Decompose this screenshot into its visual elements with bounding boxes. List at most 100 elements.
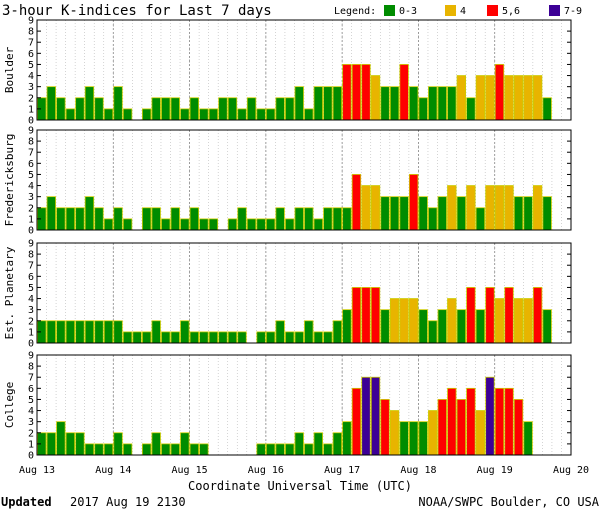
y-tick-label: 2 [28, 93, 34, 104]
kp-bar [294, 86, 304, 121]
legend: Legend: 0-3 4 5,6 7-9 [334, 5, 582, 17]
kp-bar [170, 207, 180, 231]
kp-bar [437, 86, 447, 121]
kp-bar [199, 331, 209, 344]
kp-bar [361, 185, 371, 231]
kp-bar [122, 218, 133, 231]
kp-bar [113, 86, 123, 121]
y-tick-label: 9 [28, 16, 34, 27]
panel-frame [36, 19, 572, 121]
kp-bar [113, 432, 123, 456]
kp-bar [227, 331, 238, 344]
kp-bar [456, 309, 467, 344]
kp-bar [504, 287, 514, 344]
kp-bar [332, 320, 343, 344]
kp-bar [151, 97, 161, 121]
kp-bar [513, 298, 524, 344]
kp-bar [170, 331, 180, 344]
kp-bar [94, 320, 104, 344]
kp-bar [304, 207, 314, 231]
kp-bar [46, 86, 56, 121]
legend-label-1: 4 [460, 6, 466, 17]
kp-bar [46, 320, 56, 344]
kp-bar [84, 443, 95, 456]
kp-bar [418, 309, 428, 344]
kp-bar [94, 207, 104, 231]
kp-bar [265, 443, 276, 456]
kp-bar [342, 64, 352, 121]
kp-bar [46, 196, 56, 231]
panel-frame [36, 242, 572, 344]
y-tick-label: 0 [28, 339, 34, 350]
kp-bar [237, 207, 247, 231]
kp-bar [342, 207, 352, 231]
kp-bar [256, 218, 266, 231]
kp-bar [161, 443, 171, 456]
kp-bar [304, 320, 314, 344]
kp-bar [265, 218, 276, 231]
kp-bar [342, 309, 352, 344]
chart-title: 3-hour K-indices for Last 7 days [2, 3, 272, 19]
kp-bar [189, 97, 200, 121]
kp-bar [428, 207, 438, 231]
kp-bar [389, 196, 400, 231]
kp-bar [323, 207, 333, 231]
panel-station-label: College [3, 382, 16, 428]
kp-bar [161, 218, 171, 231]
y-tick-label: 3 [28, 305, 34, 316]
panel-station-label: Est. Planetary [3, 246, 16, 339]
kp-bar [323, 331, 333, 344]
kp-bar [122, 108, 133, 121]
legend-title: Legend: [334, 6, 376, 17]
x-tick-label: Aug 15 [172, 465, 208, 476]
y-tick-label: 2 [28, 203, 34, 214]
y-tick-label: 0 [28, 451, 34, 462]
updated-value: 2017 Aug 19 2130 [70, 495, 186, 509]
kp-bar [122, 331, 133, 344]
kp-bar [332, 86, 343, 121]
kp-bar [180, 432, 190, 456]
kp-bar [84, 320, 95, 344]
kp-bar [399, 64, 409, 121]
kp-bar [542, 309, 552, 344]
kp-bar [285, 331, 295, 344]
y-tick-label: 1 [28, 214, 34, 225]
kp-bar [275, 320, 285, 344]
kp-bar [294, 207, 304, 231]
kp-bar [199, 108, 209, 121]
kp-bar [370, 376, 381, 456]
kp-bar [418, 97, 428, 121]
kp-bar [246, 97, 257, 121]
kp-bar [75, 97, 85, 121]
kp-bar [84, 86, 95, 121]
kp-bar [170, 97, 180, 121]
kp-bar [218, 331, 228, 344]
kp-bar [389, 298, 400, 344]
kp-bar [437, 399, 447, 456]
kp-bar [504, 185, 514, 231]
kp-bar [56, 421, 66, 456]
kp-bar [199, 218, 209, 231]
kp-bar [285, 97, 295, 121]
kp-bar [208, 108, 219, 121]
kp-bar [103, 218, 114, 231]
kp-bar [532, 185, 543, 231]
y-tick-label: 4 [28, 181, 34, 192]
kp-bar [475, 410, 486, 456]
kp-bar [141, 443, 152, 456]
kp-bar [380, 399, 390, 456]
kp-bar [494, 64, 505, 121]
kp-bar [532, 287, 543, 344]
kp-bar [75, 207, 85, 231]
kp-bar [428, 410, 438, 456]
kp-bar [513, 75, 524, 121]
kp-bar [351, 64, 362, 121]
kp-bar [466, 185, 476, 231]
kp-bar [227, 218, 238, 231]
kp-bar [380, 196, 390, 231]
kp-bar [84, 196, 95, 231]
panel-frame [36, 354, 572, 456]
kp-bar [513, 196, 524, 231]
x-tick-label: Aug 14 [95, 465, 131, 476]
kp-bar [323, 443, 333, 456]
